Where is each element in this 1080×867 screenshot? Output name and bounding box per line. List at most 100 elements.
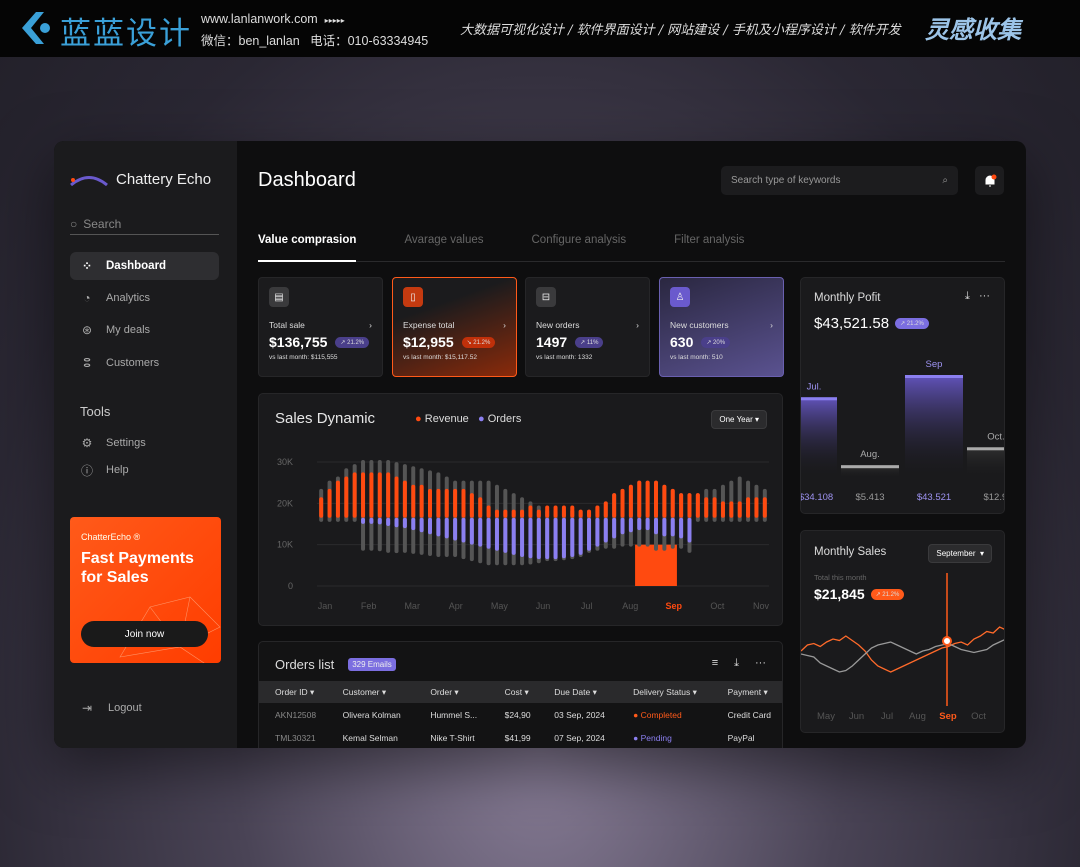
column-header[interactable]: Order ▾ [414,681,489,703]
x-tick-label: Aug [622,601,638,611]
logout-button[interactable]: ⇥ Logout [80,701,142,715]
cursor-point [942,636,952,646]
logout-icon: ⇥ [81,701,93,715]
wechat: 微信：ben_lanlan [201,34,300,48]
filter-icon[interactable]: ≡ [711,657,719,669]
column-header[interactable]: Delivery Status ▾ [617,681,712,703]
x-tick-label: Mar [404,601,420,611]
more-icon[interactable]: ··· [979,290,990,302]
dashboard-window: Chattery Echo ○ Search ⁘ Dashboard ◔ Analyt… [54,141,1026,748]
chevron-right-icon[interactable]: › [369,320,372,330]
sidebar-item-label: My deals [106,324,151,336]
stat-card-new-orders[interactable]: ⊟ New orders › 1497 ↗ 11% vs last month: 1… [525,277,650,377]
sales-dynamic-chart: 30K 20K 10K 0 Jan Feb Mar Apr May Jun Jul Aug Sep Oct… [277,457,770,611]
column-header[interactable]: Due Date ▾ [538,681,618,703]
search-icon: ○ [70,216,78,231]
column-header[interactable]: Payment ▾ [711,681,782,703]
stat-card-expense-total[interactable]: ▯ Expense total › $12,955 ↘ 21.2% vs last … [392,277,517,377]
legend: ● Revenue ● Orders [415,412,522,425]
card-comparison: vs last month: 1332 [536,354,593,361]
column-header[interactable]: Customer ▾ [326,681,415,703]
sidebar-item-analytics[interactable]: ◔ Analytics [70,284,219,312]
notifications-button[interactable] [975,166,1004,195]
profit-month-label: Aug. [860,449,880,460]
table-row[interactable]: AKN12508 Olivera Kolman Hummel S... $24,90 0… [259,703,782,726]
x-tick-label: Jan [318,601,333,611]
download-icon[interactable]: ⤓ [964,290,970,302]
monthly-sales-value: $21,845 [814,586,865,602]
lanlan-logo-icon [22,12,50,44]
handshake-icon: ⊛ [81,323,93,337]
card-comparison: vs last month: $15,117.52 [403,354,477,361]
bell-icon [985,174,996,186]
sidebar-item-dashboard[interactable]: ⁘ Dashboard [70,252,219,280]
grid-icon: ⁘ [81,259,93,273]
users-icon: ⵓ [83,356,91,370]
column-header[interactable]: Cost ▾ [488,681,539,703]
monthly-profit-chart: Jul. $34.108 Aug. $5.413 Sep $43.521 Oct. $12.9… [801,359,1005,503]
profit-value-label: $5.413 [855,492,884,503]
tabs: Value comprasion Avarage values Configur… [258,229,1005,262]
table-cell: Nike T-Shirt [430,732,475,743]
tab-filter-analysis[interactable]: Filter analysis [674,234,745,246]
x-tick-label: Jun [536,601,551,611]
sidebar-item-customers[interactable]: ⵓ Customers [70,349,219,377]
profit-value-label: $12.98 [983,492,1005,503]
table-row[interactable]: TML30321 Kemal Selman Nike T-Shirt $41,99 07… [259,726,782,748]
x-tick-label: Jul [581,601,593,611]
table-cell: $24,90 [504,709,531,720]
user-icon: ♙ [670,287,690,307]
x-tick-label: Jun [849,711,864,722]
sidebar-item-my-deals[interactable]: ⊛ My deals [70,316,219,344]
profit-bar-cap [801,397,837,401]
monthly-profit-value: $43,521.58 [814,315,890,332]
profit-bar [905,375,963,478]
sidebar-search-input[interactable]: ○ Search [70,213,219,235]
column-label: Cost [504,686,523,697]
tab-average-values[interactable]: Avarage values [404,234,484,246]
profit-bar-cap [841,465,899,469]
phone: 电话：010-63334945 [310,34,429,48]
chevron-right-icon[interactable]: › [503,320,506,330]
sales-badge: ↗ 21.2% [870,588,905,600]
column-header[interactable]: Order ID ▾ [259,681,327,703]
table-cell: ● Completed [617,703,711,726]
chevron-right-icon[interactable]: › [770,320,773,330]
x-tick-label: Sep [939,711,957,722]
stat-card-new-customers[interactable]: ♙ New customers › 630 ↗ 20% vs last month:… [659,277,784,377]
table-cell: Olivera Kolman [342,709,401,720]
status-text: Completed [640,709,682,720]
table-cell: Hummel S... [430,709,478,720]
card-value: 1497 [536,334,568,350]
help-icon: ⓘ [80,463,93,478]
page-title: Dashboard [258,169,356,191]
table-cell: 07 Sep, 2024 [554,732,605,743]
website[interactable]: www.lanlanwork.com [201,12,318,26]
calculator-icon: ▯ [403,287,423,307]
sidebar: Chattery Echo ○ Search ⁘ Dashboard ◔ Analyt… [54,141,237,748]
more-icon[interactable]: ··· [755,657,766,669]
profit-badge: ↗ 21.2% [895,318,929,329]
range-dropdown[interactable]: One Year ▾ [711,410,767,429]
x-tick-label: Apr [449,601,463,611]
highlight-bar-sep [635,544,677,586]
month-dropdown[interactable]: September ▾ [928,544,992,563]
legend-orders: Orders [487,412,522,425]
tab-value-comparison[interactable]: Value comprasion [258,229,357,262]
change-badge: ↗ 20% [701,336,731,348]
tools-heading: Tools [80,404,111,419]
tab-configure-analysis[interactable]: Configure analysis [531,234,627,246]
sidebar-item-help[interactable]: ⓘ Help [70,456,219,484]
sidebar-item-label: Help [106,464,129,476]
search-icon: ⌕ [942,175,948,186]
sales-dynamic-panel: Sales Dynamic ● Revenue ● Orders One Yea… [258,393,783,626]
chevron-right-icon[interactable]: › [636,320,639,330]
monthly-sales-title: Monthly Sales [814,546,887,558]
download-icon[interactable]: ⤓ [734,657,739,669]
search-input[interactable]: Search type of keywords ⌕ [721,166,958,195]
sidebar-item-settings[interactable]: ⚙ Settings [70,429,219,457]
stat-card-total-sale[interactable]: ▤ Total sale › $136,755 ↗ 21.2% vs last mo… [258,277,383,377]
sales-line-current [801,626,1004,673]
join-now-button[interactable]: Join now [81,621,208,647]
y-tick-label: 20K [277,498,293,508]
